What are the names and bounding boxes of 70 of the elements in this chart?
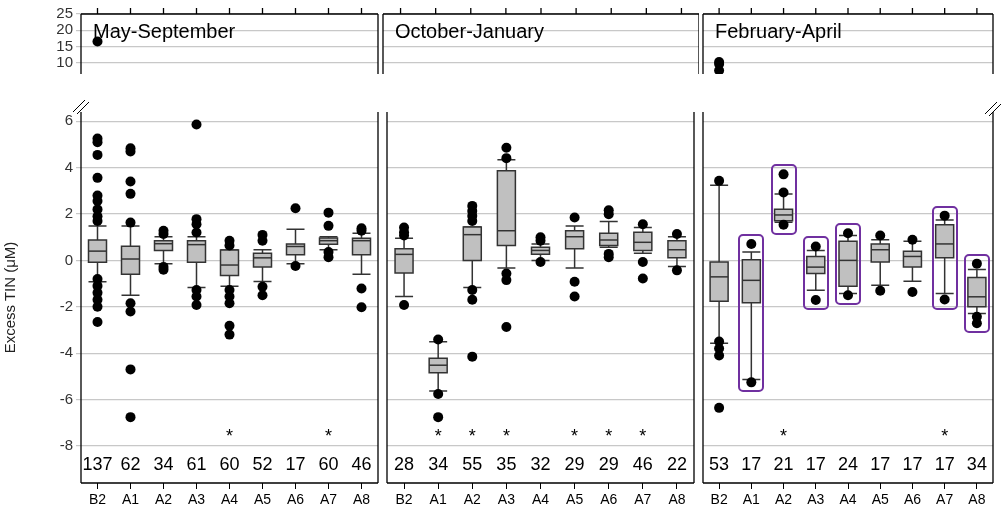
x-tick-label: A4 [220, 491, 239, 508]
annotation: 17 [870, 453, 891, 474]
annotation: 17 [902, 453, 923, 474]
x-tick-label: A5 [253, 491, 272, 508]
x-tick-label: A5 [566, 491, 584, 508]
x-tick-label: A4 [531, 491, 550, 508]
annotation: * 55 [462, 425, 483, 474]
y-tick-label: -8 [59, 436, 73, 454]
annotation: 17 [741, 453, 762, 474]
y-tick-label: 20 [56, 20, 73, 38]
x-tick-label: B2 [395, 491, 413, 508]
y-tick-label: -4 [59, 343, 73, 361]
x-tick-label: A6 [286, 491, 305, 508]
x-tick-label: A3 [187, 491, 206, 508]
annotation: * 34 [428, 425, 449, 474]
x-tick-label: A3 [807, 491, 825, 508]
annotation: 52 [252, 453, 273, 474]
x-tick-label: A1 [121, 491, 140, 508]
y-tick-label: 15 [56, 36, 73, 54]
x-tick-label: A2 [154, 491, 173, 508]
chart-title: October-January [395, 20, 544, 42]
x-tick-label: A4 [839, 491, 857, 508]
x-tick-label: A1 [429, 491, 447, 508]
x-tick-label: A8 [668, 491, 686, 508]
annotation: * 17 [934, 425, 955, 474]
annotation: 32 [530, 453, 551, 474]
annotation: 53 [709, 453, 730, 474]
annotation: * 21 [773, 425, 794, 474]
annotation: 17 [805, 453, 826, 474]
x-tick-label: B2 [710, 491, 728, 508]
y-tick-label: 6 [64, 111, 73, 129]
annotation: * 35 [496, 425, 517, 474]
x-tick-label: A8 [352, 491, 371, 508]
y-axis-title: Excess TIN (μM) [1, 241, 19, 354]
x-tick-label: A2 [774, 491, 793, 508]
annotation: 28 [394, 453, 415, 474]
annotation: 34 [966, 453, 987, 474]
annotation: * 60 [219, 425, 240, 474]
annotation: * 46 [632, 425, 653, 474]
y-tick-label: 25 [56, 4, 73, 22]
x-tick-label: A7 [319, 491, 338, 508]
y-tick-label: 0 [64, 250, 73, 268]
x-tick-label: A5 [871, 491, 889, 508]
x-tick-label: A8 [968, 491, 986, 508]
x-tick-label: A3 [497, 491, 516, 508]
annotation: 24 [837, 453, 859, 474]
x-tick-label: A7 [936, 491, 954, 508]
y-tick-label: -2 [59, 296, 73, 314]
annotation: 62 [120, 453, 141, 474]
x-tick-label: A6 [903, 491, 922, 508]
annotation: 17 [285, 453, 306, 474]
y-tick-label: 4 [64, 157, 73, 175]
y-tick-label: 10 [56, 52, 73, 70]
annotation: 137 [82, 453, 113, 474]
annotation: 61 [186, 453, 207, 474]
annotation: * 29 [598, 425, 619, 474]
chart-title: May-September [93, 20, 236, 42]
annotation: * 60 [318, 425, 339, 474]
y-tick-label: -6 [59, 389, 73, 407]
x-tick-label: B2 [88, 491, 107, 508]
annotation: 34 [153, 453, 174, 474]
x-tick-label: A7 [634, 491, 652, 508]
x-tick-label: A1 [742, 491, 761, 508]
annotation: * 29 [564, 425, 585, 474]
x-tick-label: A6 [600, 491, 618, 508]
annotation: 46 [351, 453, 372, 474]
chart-title: February-April [715, 20, 842, 42]
y-tick-label: 2 [64, 204, 73, 222]
annotation: 22 [666, 453, 687, 474]
x-tick-label: A2 [463, 491, 482, 508]
